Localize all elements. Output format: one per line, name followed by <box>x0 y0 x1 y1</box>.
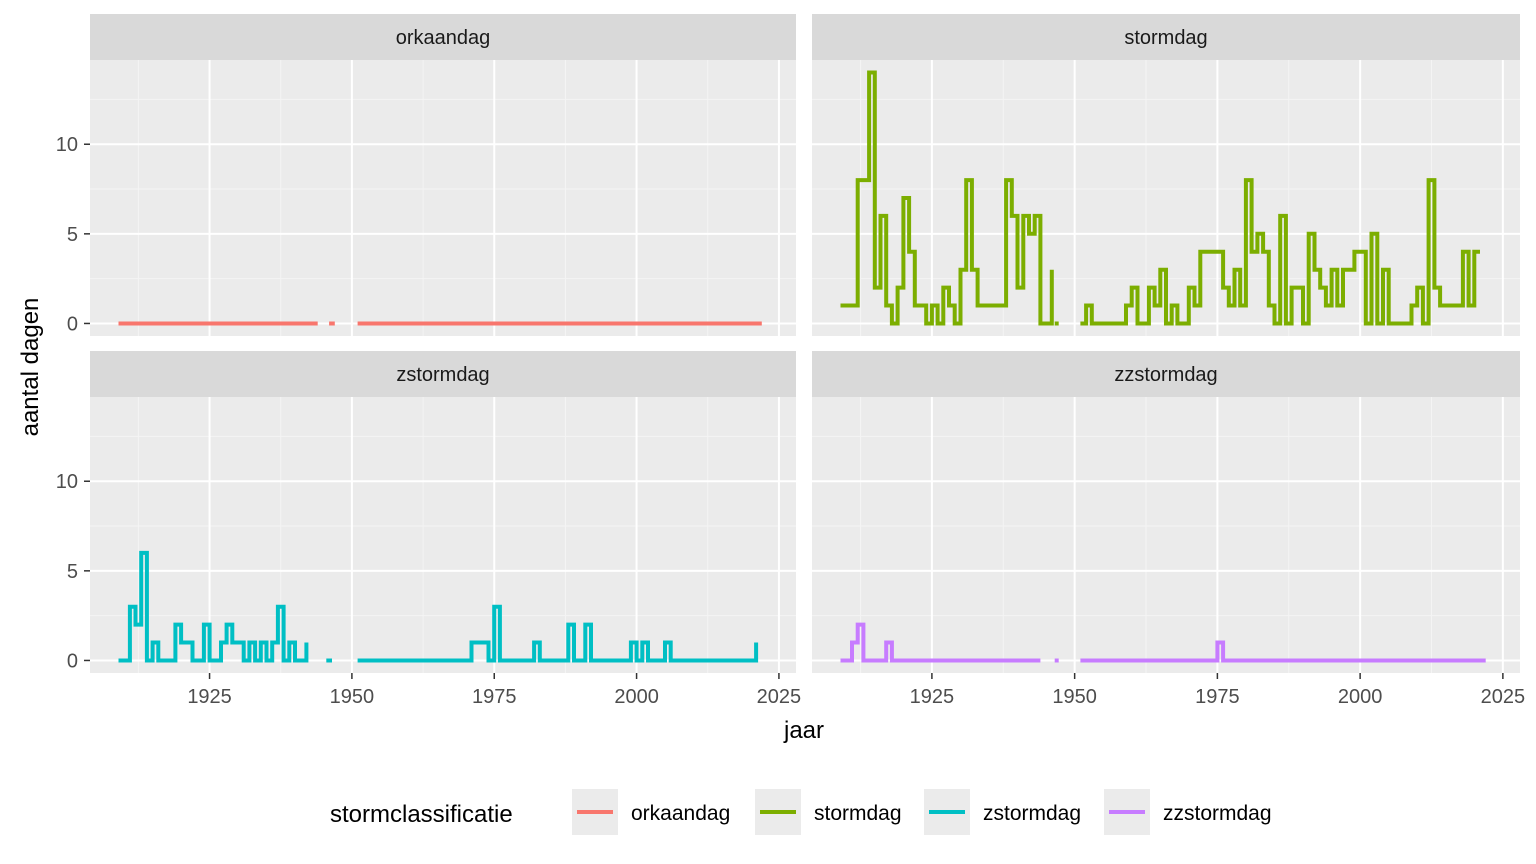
panels-layer: orkaandag 0 5 10 stormdag zstormdag 0 5 10 1925 19… <box>56 14 1525 708</box>
x-tick-label: 1975 <box>1195 686 1240 708</box>
legend-item-zzstormdag: zzstormdag <box>1104 789 1272 835</box>
legend-item-stormdag: stormdag <box>755 789 902 835</box>
legend-title: stormclassificatie <box>330 801 513 828</box>
legend-label: orkaandag <box>631 802 730 825</box>
y-tick-label: 10 <box>56 134 78 156</box>
facet-strip-label: orkaandag <box>396 27 491 49</box>
plot-background <box>90 397 796 673</box>
facet-strip <box>812 14 1520 60</box>
x-tick-label: 2000 <box>1338 686 1383 708</box>
legend-label: stormdag <box>814 802 902 825</box>
x-tick-label: 1925 <box>910 686 955 708</box>
panel-zstormdag: zstormdag 0 5 10 1925 1950 1975 2000 2025 <box>56 351 801 708</box>
y-tick-label: 10 <box>56 471 78 493</box>
legend-label: zzstormdag <box>1163 802 1272 825</box>
series-line-zstormdag <box>357 604 759 663</box>
facet-strip-label: zstormdag <box>396 364 489 386</box>
y-tick-label: 5 <box>67 561 78 583</box>
panel-orkaandag: orkaandag 0 5 10 <box>56 14 796 336</box>
series-line-zzstormdag <box>840 622 1041 663</box>
y-axis-title: aantal dagen <box>17 298 44 437</box>
panel-zzstormdag: zzstormdag 1925 1950 1975 2000 2025 <box>812 351 1525 708</box>
plot-background <box>90 60 796 336</box>
x-axis-title: jaar <box>783 717 824 744</box>
panel-stormdag: stormdag <box>812 14 1520 336</box>
legend-item-orkaandag: orkaandag <box>572 789 730 835</box>
series-line-stormdag <box>1080 178 1480 326</box>
x-tick-label: 2025 <box>1481 686 1526 708</box>
y-tick-label: 5 <box>67 224 78 246</box>
y-tick-label: 0 <box>67 313 78 335</box>
x-tick-label: 1950 <box>1052 686 1097 708</box>
plot-background <box>812 397 1520 673</box>
series-line-zzstormdag <box>1080 640 1486 663</box>
x-tick-label: 2000 <box>614 686 659 708</box>
facet-strip <box>90 351 796 397</box>
facet-strip-label: zzstormdag <box>1114 364 1217 386</box>
legend: stormclassificatie orkaandag stormdag zsto… <box>330 789 1272 835</box>
x-tick-label: 1975 <box>472 686 517 708</box>
legend-label: zstormdag <box>983 802 1081 825</box>
series-line-stormdag <box>840 70 1054 326</box>
facet-strip <box>812 351 1520 397</box>
y-tick-label: 0 <box>67 650 78 672</box>
facet-strip <box>90 14 796 60</box>
legend-keys: orkaandag stormdag zstormdag zzstormdag <box>572 789 1272 835</box>
series-line-zstormdag <box>118 550 309 663</box>
x-tick-label: 1925 <box>187 686 232 708</box>
x-tick-label: 2025 <box>757 686 802 708</box>
facet-strip-label: stormdag <box>1124 27 1207 49</box>
x-tick-label: 1950 <box>330 686 375 708</box>
legend-item-zstormdag: zstormdag <box>924 789 1081 835</box>
